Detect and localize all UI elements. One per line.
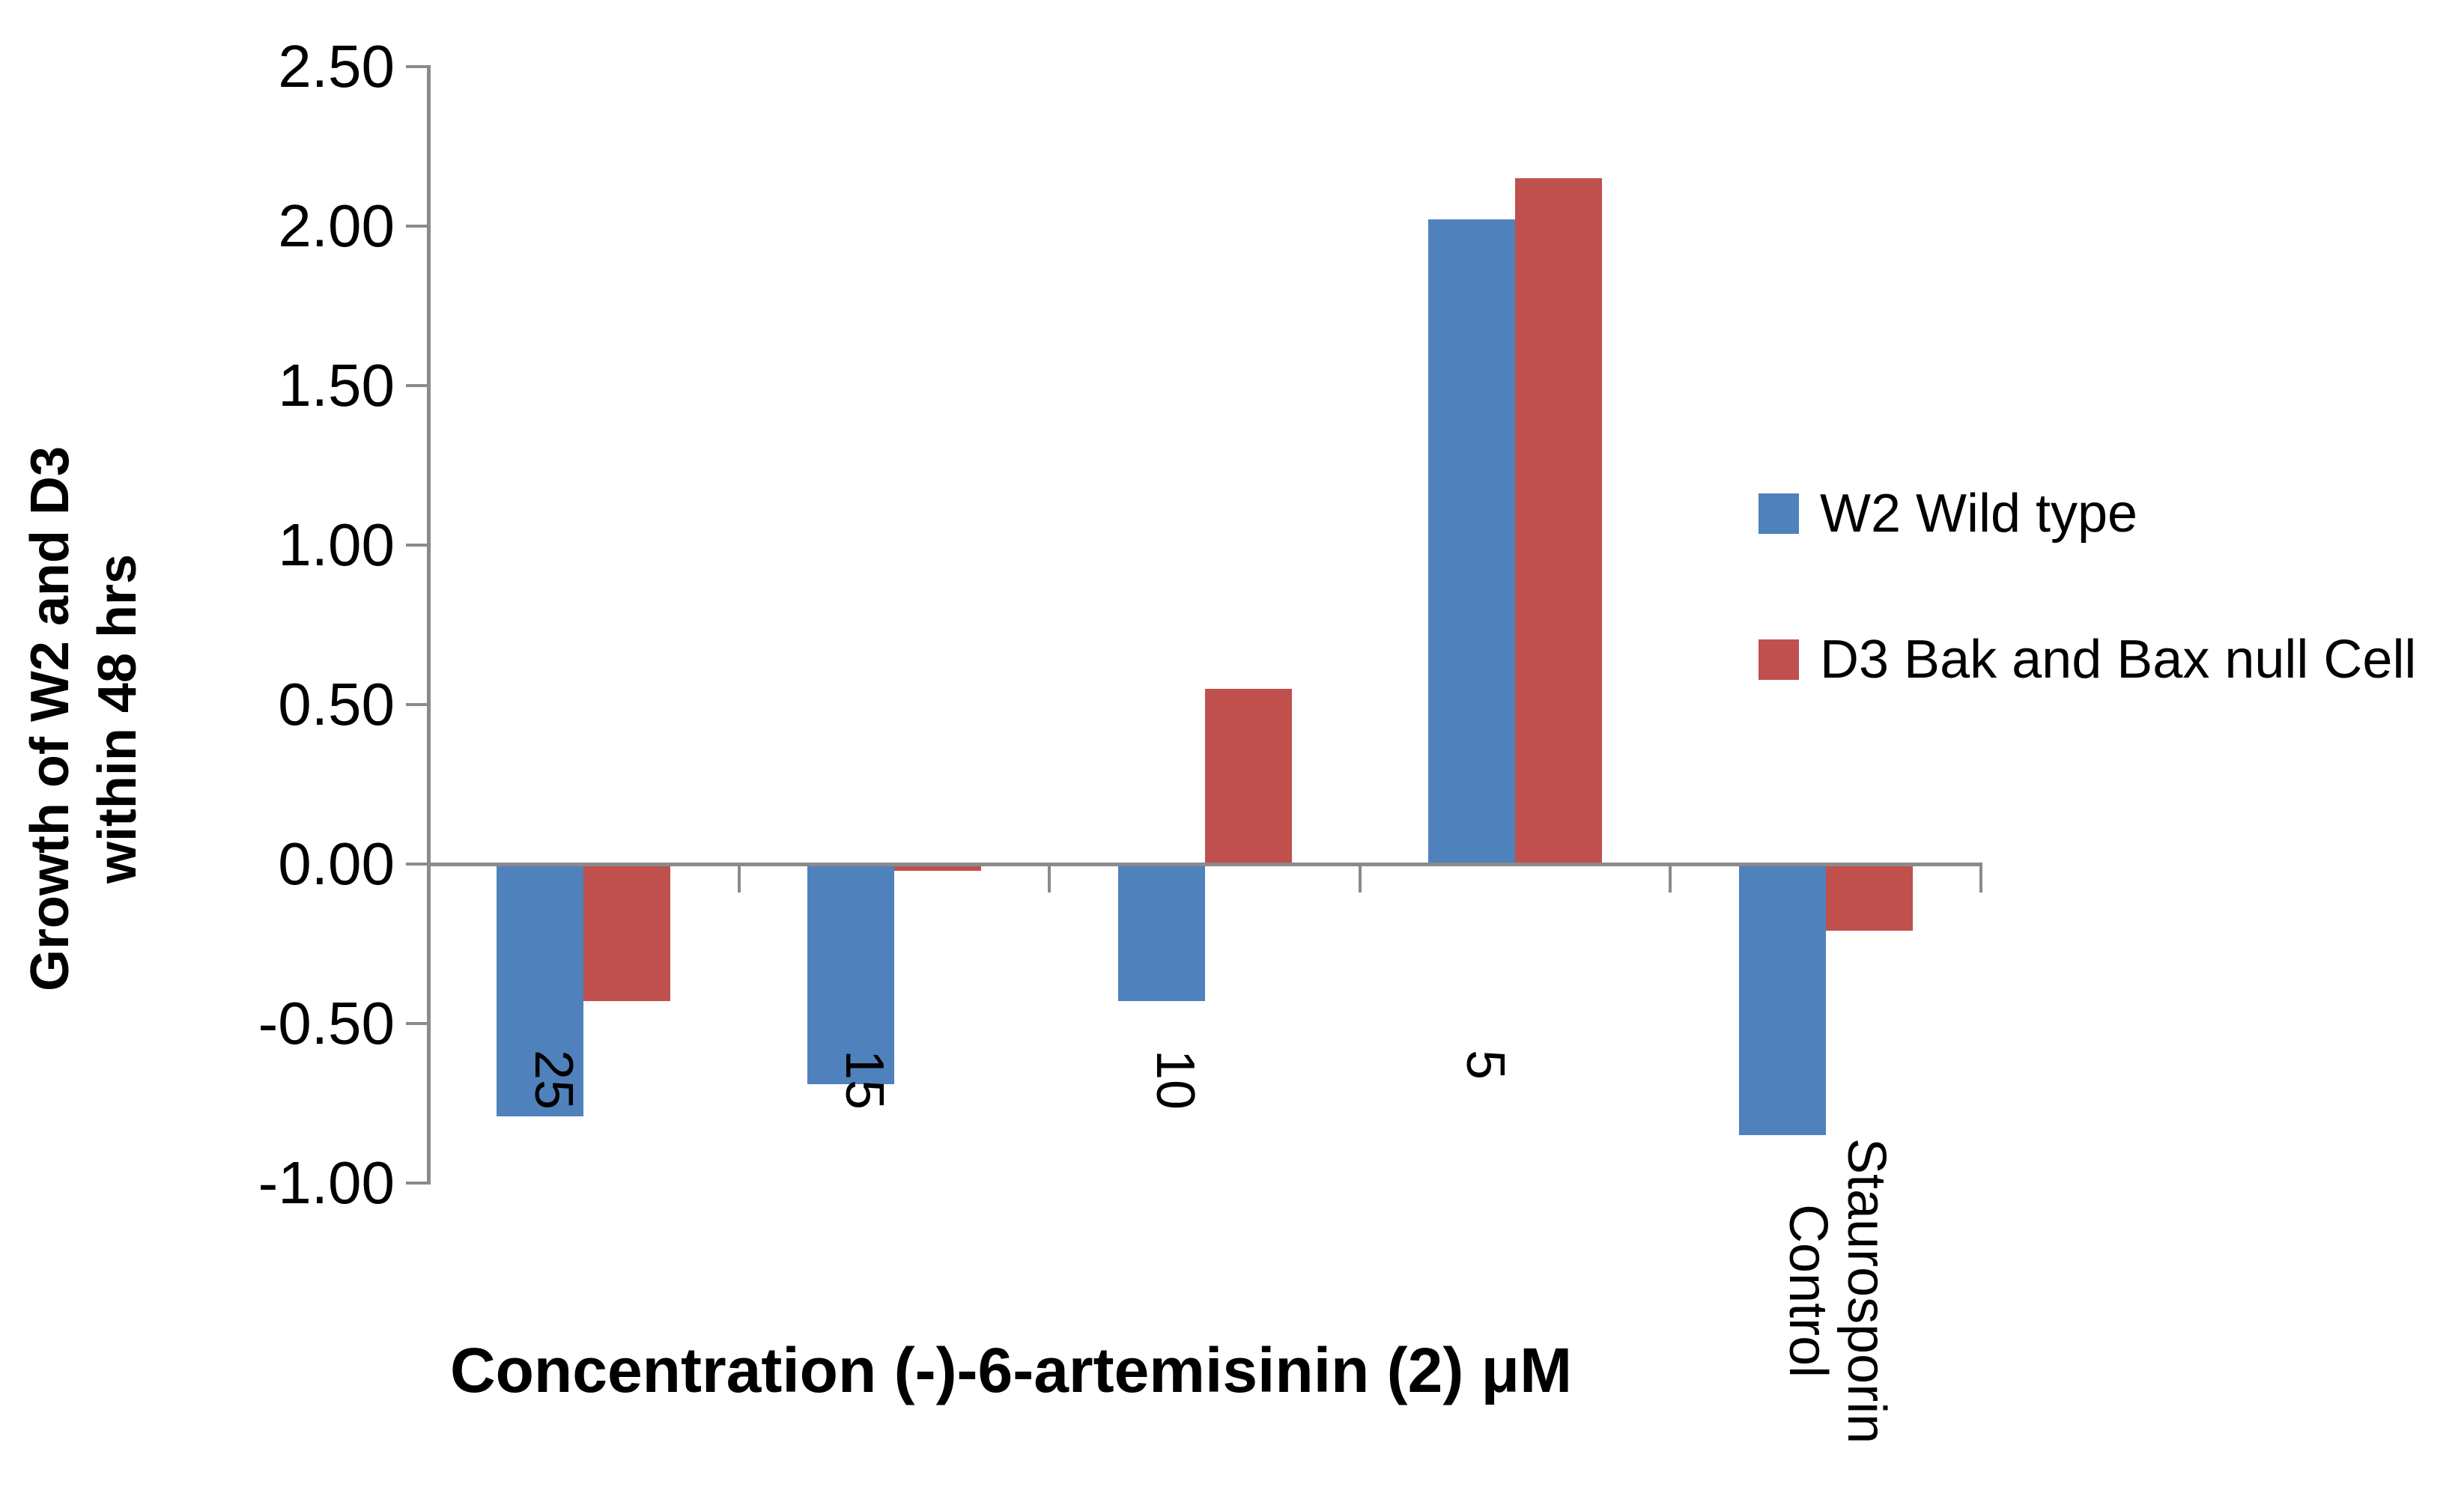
- y-axis-title: Growth of W2 and D3 within 48 hrs: [16, 446, 151, 991]
- x-category-label-line: 5: [1455, 1050, 1516, 1080]
- y-tick-label: 2.00: [278, 192, 395, 259]
- bar-w2-5: [1428, 219, 1516, 864]
- y-tick: [406, 544, 428, 547]
- y-tick-label: -0.50: [258, 990, 395, 1056]
- y-axis-line: [427, 65, 431, 1185]
- x-category-label-line: 25: [524, 1050, 584, 1110]
- y-tick: [406, 384, 428, 387]
- y-axis-title-line1: Growth of W2 and D3: [20, 446, 80, 991]
- x-axis-line: [427, 863, 1982, 866]
- y-tick: [406, 65, 428, 68]
- legend-entry-w2: W2 Wild type: [1759, 484, 2137, 544]
- legend-entry-d3: D3 Bak and Bax null Cell: [1759, 630, 2416, 690]
- y-tick-label: 1.00: [278, 511, 395, 578]
- x-category-label-10: 10: [1144, 1050, 1205, 1110]
- y-tick: [406, 1182, 428, 1185]
- bar-w2-15: [807, 864, 894, 1084]
- y-tick: [406, 863, 428, 866]
- x-tick: [1048, 864, 1052, 893]
- x-tick: [1979, 864, 1982, 893]
- x-category-label-line: Staurosporin: [1836, 1138, 1896, 1444]
- bar-d3-staurosporin-control: [1825, 864, 1913, 931]
- bar-d3-15: [893, 864, 981, 871]
- y-tick-label: 0.00: [278, 830, 395, 897]
- x-category-label-line: 10: [1144, 1050, 1205, 1110]
- y-tick-label: 2.50: [278, 33, 395, 100]
- legend-label-w2: W2 Wild type: [1820, 484, 2138, 544]
- y-tick-label: 0.50: [278, 671, 395, 738]
- x-category-label-line: 15: [834, 1050, 894, 1110]
- y-axis-title-line2: within 48 hrs: [88, 553, 148, 884]
- x-tick: [1358, 864, 1362, 893]
- x-tick: [1669, 864, 1672, 893]
- x-category-label-25: 25: [524, 1050, 583, 1110]
- x-tick: [737, 864, 741, 893]
- bar-d3-10: [1204, 688, 1292, 864]
- legend-label-d3: D3 Bak and Bax null Cell: [1820, 630, 2417, 690]
- bar-w2-25: [497, 864, 584, 1116]
- x-category-label-5: 5: [1455, 1050, 1516, 1080]
- y-tick-label: 1.50: [278, 352, 395, 419]
- y-tick: [406, 1022, 428, 1025]
- y-tick: [406, 703, 428, 706]
- y-tick: [406, 225, 428, 228]
- x-category-label-15: 15: [834, 1050, 894, 1110]
- x-category-label-staurosporin-control: Staurosporin Control: [1777, 1138, 1896, 1444]
- legend-swatch-w2: [1759, 493, 1799, 534]
- x-category-label-line: Control: [1777, 1204, 1838, 1378]
- bar-w2-staurosporin-control: [1738, 864, 1826, 1136]
- bar-d3-5: [1515, 178, 1603, 864]
- legend-swatch-d3: [1759, 639, 1799, 680]
- bar-d3-25: [583, 864, 671, 1002]
- x-axis-title: Concentration (-)-6-artemisinin (2) μM: [449, 1335, 1573, 1405]
- bar-w2-10: [1117, 864, 1205, 1002]
- y-tick-label: -1.00: [258, 1149, 395, 1216]
